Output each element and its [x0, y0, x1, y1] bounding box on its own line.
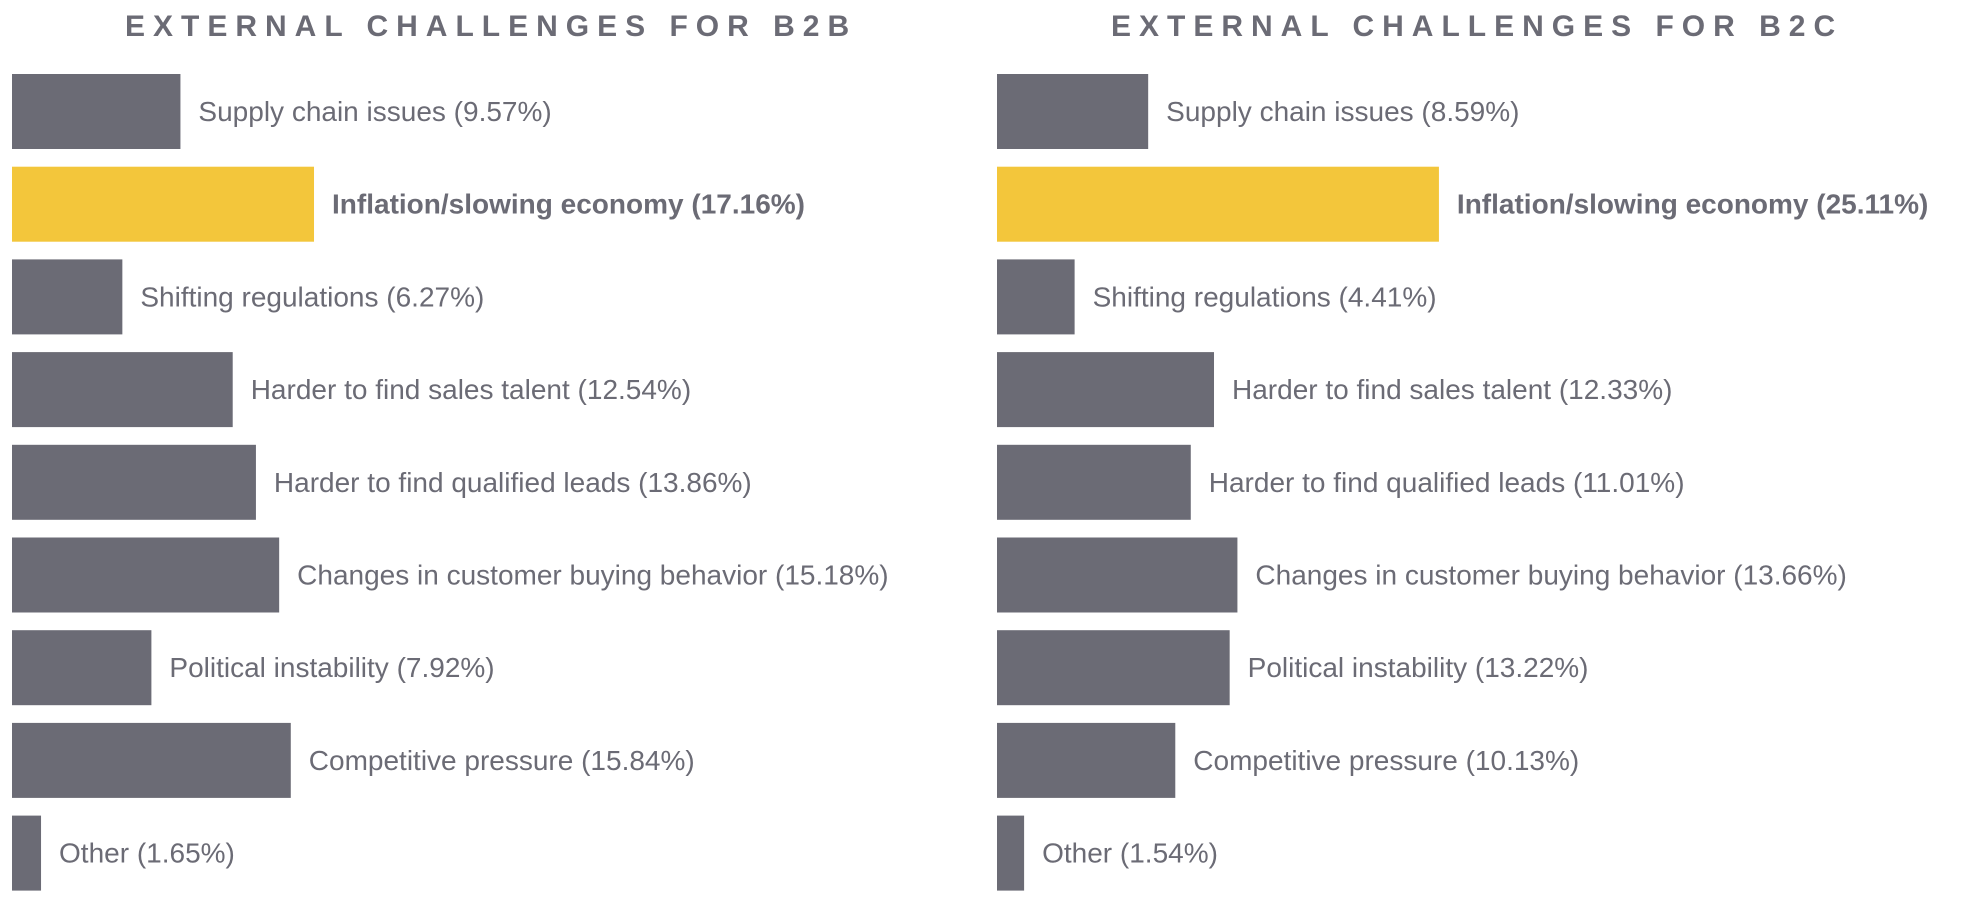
bar-b2c-8 — [997, 722, 1176, 798]
bar-b2b-2 — [12, 166, 315, 242]
bar-b2b-6 — [12, 537, 280, 613]
chart-title-b2c: EXTERNAL CHALLENGES FOR B2C — [1111, 10, 1844, 43]
bar-label-b2b-3: Shifting regulations (6.27%) — [140, 281, 484, 312]
bar-label-b2c-4: Harder to find sales talent (12.33%) — [1232, 374, 1672, 405]
bar-label-b2b-6: Changes in customer buying behavior (15.… — [297, 560, 888, 591]
bar-b2b-1 — [12, 74, 181, 149]
bar-label-b2b-9: Other (1.65%) — [59, 838, 235, 869]
bar-b2c-1 — [997, 74, 1149, 149]
bar-label-b2c-5: Harder to find qualified leads (11.01%) — [1209, 467, 1685, 498]
bar-label-b2c-2: Inflation/slowing economy (25.11%) — [1457, 189, 1928, 220]
bar-label-b2c-6: Changes in customer buying behavior (13.… — [1255, 560, 1846, 591]
bar-chart-b2b: Supply chain issues (9.57%) Inflation/slo… — [12, 74, 889, 891]
bar-b2c-7 — [997, 630, 1230, 706]
bar-b2b-8 — [12, 722, 291, 798]
bar-label-b2b-4: Harder to find sales talent (12.54%) — [251, 374, 691, 405]
bar-b2c-2 — [997, 166, 1439, 242]
bar-label-b2b-7: Political instability (7.92%) — [169, 652, 494, 683]
bar-b2c-9 — [997, 815, 1025, 891]
bar-b2c-4 — [997, 352, 1215, 428]
bar-b2b-4 — [12, 352, 233, 428]
bar-label-b2c-8: Competitive pressure (10.13%) — [1193, 745, 1579, 776]
bar-b2b-5 — [12, 444, 256, 520]
bar-label-b2c-7: Political instability (13.22%) — [1248, 652, 1589, 683]
bar-label-b2b-5: Harder to find qualified leads (13.86%) — [274, 467, 752, 498]
bar-b2c-5 — [997, 444, 1191, 520]
bar-label-b2b-8: Competitive pressure (15.84%) — [309, 745, 695, 776]
bar-b2b-3 — [12, 259, 123, 335]
chart-b2c: EXTERNAL CHALLENGES FOR B2C Supply chain… — [985, 0, 1970, 898]
bar-label-b2c-9: Other (1.54%) — [1042, 838, 1218, 869]
bar-chart-b2c: Supply chain issues (8.59%) Inflation/slo… — [997, 74, 1928, 891]
bar-label-b2b-1: Supply chain issues (9.57%) — [198, 96, 551, 127]
bar-label-b2c-3: Shifting regulations (4.41%) — [1093, 281, 1437, 312]
chart-title-b2b: EXTERNAL CHALLENGES FOR B2B — [125, 10, 858, 43]
bar-b2b-9 — [12, 815, 42, 891]
chart-b2b: EXTERNAL CHALLENGES FOR B2B Supply chain… — [12, 10, 889, 891]
bar-label-b2c-1: Supply chain issues (8.59%) — [1166, 96, 1519, 127]
bar-b2c-6 — [997, 537, 1238, 613]
bar-b2b-7 — [12, 630, 152, 706]
bar-b2c-3 — [997, 259, 1075, 335]
bar-label-b2b-2: Inflation/slowing economy (17.16%) — [332, 189, 805, 220]
